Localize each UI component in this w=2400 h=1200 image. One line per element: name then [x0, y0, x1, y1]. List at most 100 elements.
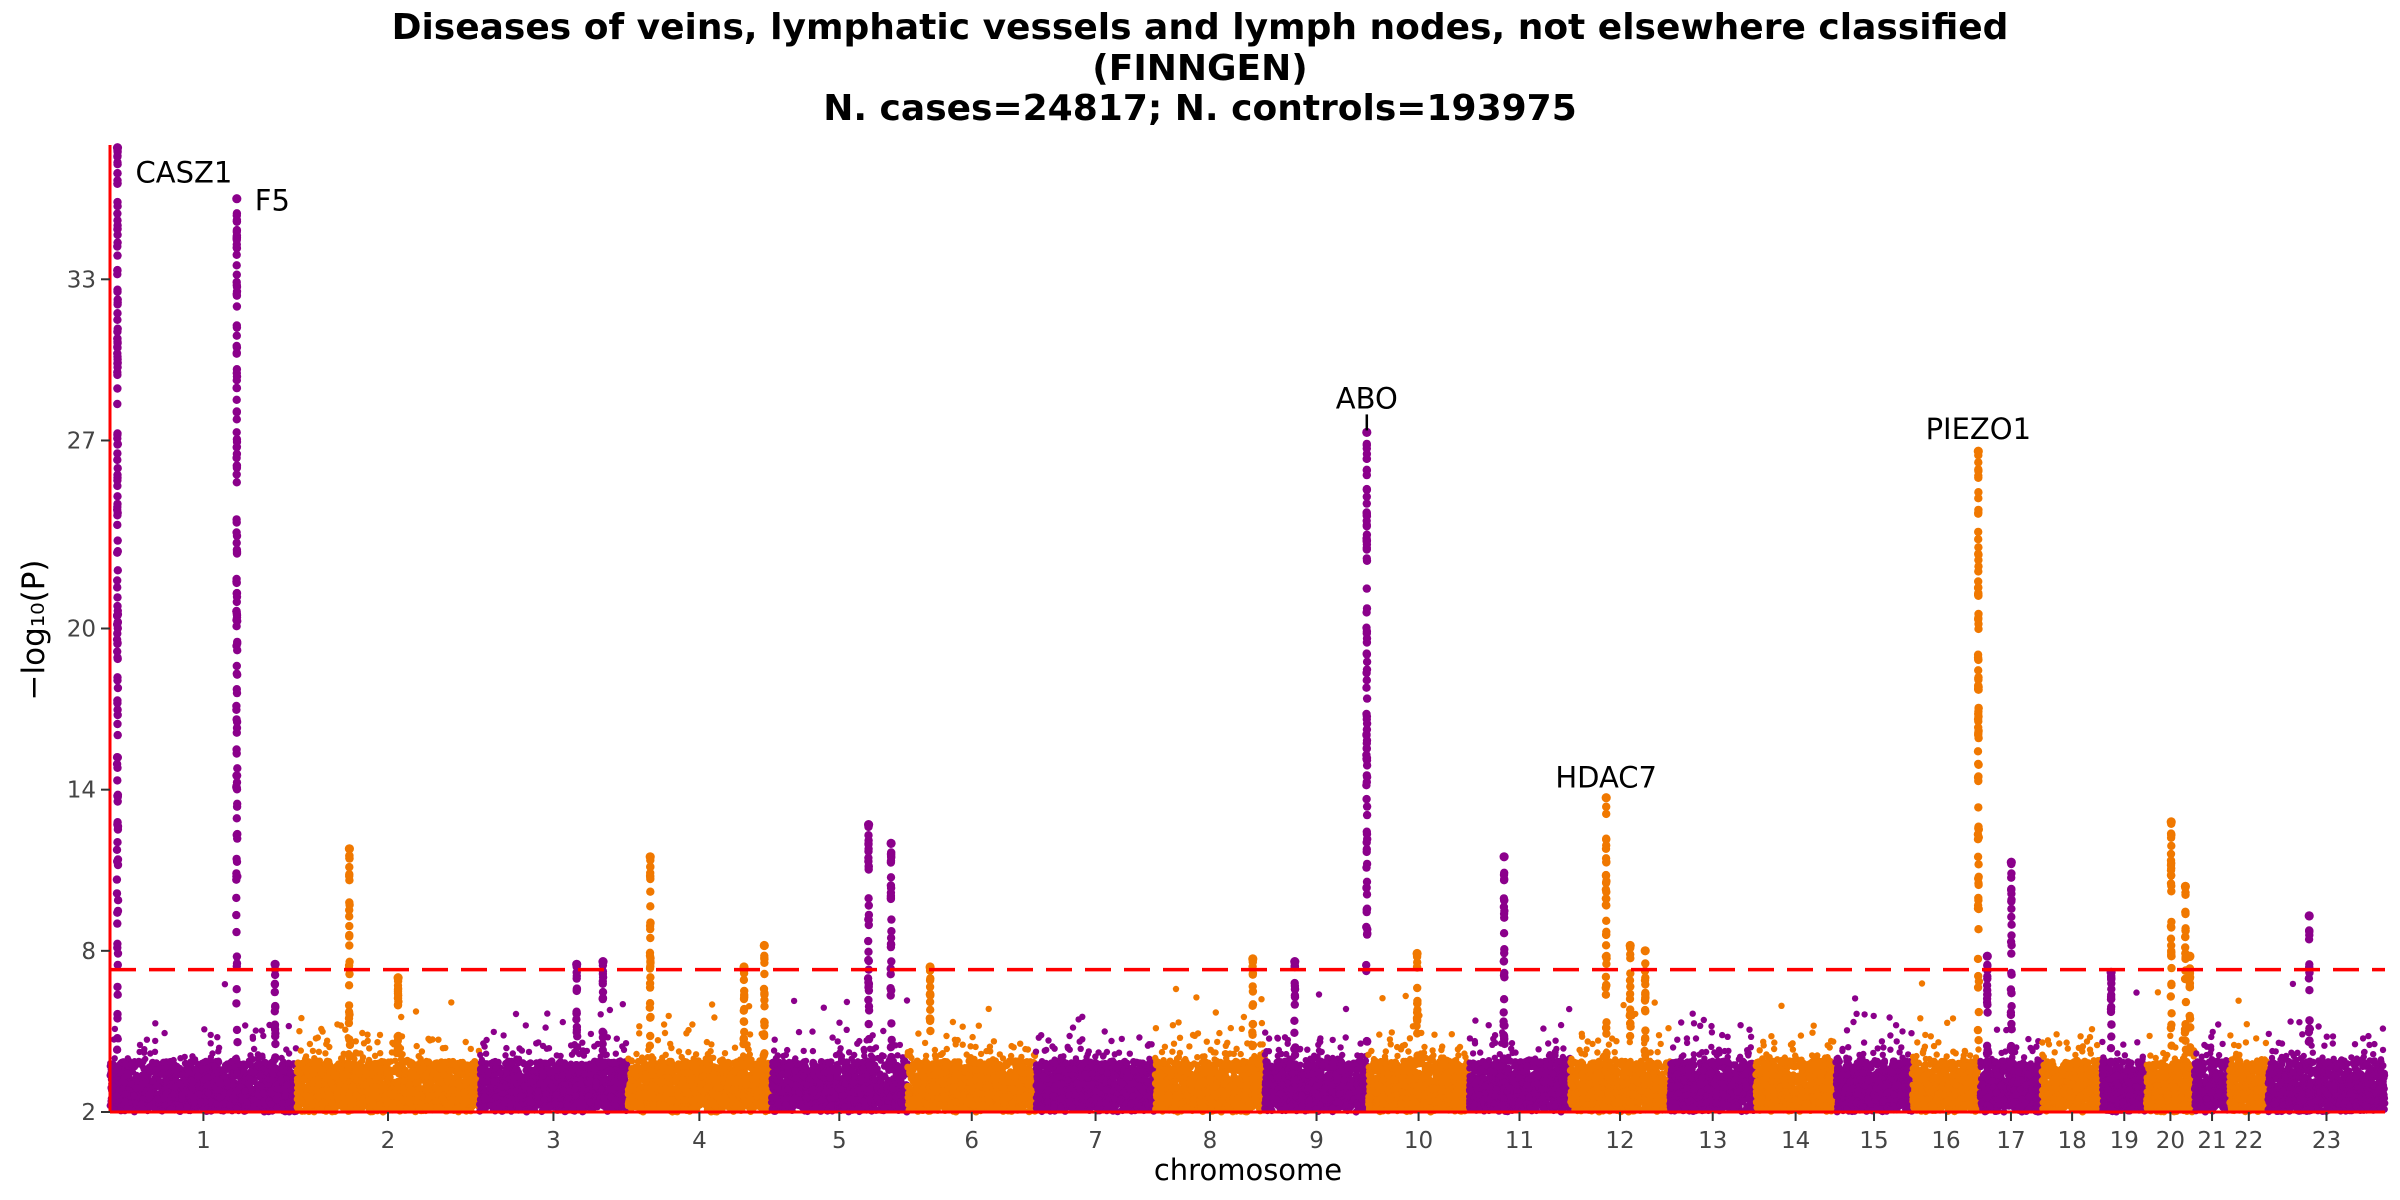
snp-point	[606, 1006, 614, 1014]
snp-point	[366, 1078, 374, 1086]
snp-point	[559, 1018, 566, 1026]
snp-point	[152, 1037, 159, 1045]
snp-point	[359, 1067, 367, 1075]
snp-point	[312, 1035, 320, 1042]
snp-point	[159, 1058, 168, 1066]
snp-point	[398, 1013, 405, 1021]
snp-point	[147, 1050, 154, 1057]
snp-point	[446, 1067, 454, 1075]
snp-point	[252, 1027, 259, 1034]
snp-point	[203, 1081, 212, 1089]
snp-point	[253, 1099, 261, 1107]
snp-point	[352, 1062, 360, 1070]
snp-point	[188, 1084, 196, 1092]
snp-point	[308, 1101, 316, 1109]
snp-point	[314, 1081, 323, 1089]
snp-point	[509, 1050, 516, 1057]
snp-point	[349, 1095, 357, 1103]
snp-point	[371, 1059, 379, 1067]
snp-point	[207, 1031, 214, 1039]
snp-point	[314, 1057, 322, 1065]
snp-point	[258, 1027, 265, 1034]
snp-point	[408, 1059, 416, 1067]
snp-point	[412, 1008, 420, 1015]
snp-point	[238, 1096, 246, 1104]
snp-point	[376, 1031, 384, 1039]
snp-point	[194, 1072, 202, 1080]
snp-point	[136, 1048, 143, 1056]
snp-point	[318, 1100, 326, 1108]
snp-point	[359, 1029, 366, 1037]
snp-point	[412, 1097, 420, 1105]
snp-point	[137, 1100, 145, 1108]
snp-point	[176, 1080, 184, 1088]
snp-point	[622, 1040, 630, 1047]
snp-point	[233, 1069, 241, 1077]
snp-point	[189, 1078, 197, 1086]
snp-point	[619, 1001, 626, 1008]
snp-point	[413, 1090, 421, 1099]
snp-point	[462, 1038, 469, 1046]
snp-point	[191, 1066, 200, 1074]
snp-point	[428, 1092, 436, 1100]
snp-point	[241, 1087, 249, 1095]
snp-point	[545, 1045, 553, 1052]
snp-point	[391, 1092, 399, 1100]
snp-point	[216, 1094, 224, 1102]
snp-point	[467, 1078, 475, 1086]
snp-point	[187, 1092, 195, 1100]
snp-point	[321, 1060, 330, 1068]
chart-subtitle-source: (FINNGEN)	[0, 49, 2400, 89]
snp-point	[468, 1065, 476, 1073]
snp-point	[419, 1064, 427, 1072]
snp-point	[145, 1067, 153, 1075]
snp-point	[315, 1048, 323, 1056]
snp-point	[133, 1071, 141, 1079]
snp-point	[329, 1084, 337, 1092]
snp-point	[447, 1098, 456, 1106]
snp-point	[279, 1067, 287, 1075]
snp-point	[268, 1076, 276, 1084]
snp-point	[145, 1102, 154, 1110]
snp-point	[448, 1060, 456, 1068]
snp-point	[281, 1092, 289, 1100]
snp-point	[412, 1079, 420, 1087]
snp-point	[221, 1072, 229, 1080]
snp-point	[221, 981, 229, 988]
snp-point	[147, 1089, 155, 1097]
snp-point	[353, 1076, 361, 1085]
snp-point	[149, 1077, 157, 1085]
snp-point	[394, 1077, 402, 1085]
snp-point	[448, 999, 455, 1006]
snp-point	[535, 1039, 542, 1046]
snp-point	[322, 1050, 329, 1057]
snp-point	[587, 1030, 595, 1038]
snp-point	[111, 1055, 118, 1062]
snp-point	[121, 1097, 129, 1105]
snp-point	[319, 1028, 326, 1035]
snp-point	[286, 1069, 294, 1077]
snp-point	[200, 1058, 208, 1066]
snp-point	[439, 1060, 447, 1068]
snp-point	[503, 1044, 510, 1052]
snp-point	[597, 1011, 604, 1018]
snp-point	[183, 1103, 191, 1111]
snp-point	[246, 1059, 254, 1067]
snp-point	[177, 1055, 184, 1062]
snp-point	[201, 1026, 208, 1033]
snp-point	[247, 1068, 255, 1076]
snp-point	[121, 1079, 129, 1087]
snp-point	[426, 1102, 434, 1110]
chart-subtitle-counts: N. cases=24817; N. controls=193975	[0, 89, 2400, 129]
snp-point	[297, 1097, 306, 1105]
snp-point	[211, 1062, 219, 1070]
snp-point	[406, 1098, 414, 1106]
snp-point	[294, 1059, 302, 1067]
snp-point	[296, 1028, 303, 1035]
snp-point	[376, 1100, 384, 1109]
snp-point	[152, 1020, 159, 1027]
snp-point	[267, 1089, 275, 1098]
snp-point	[522, 1022, 529, 1029]
snp-point	[542, 1024, 549, 1031]
